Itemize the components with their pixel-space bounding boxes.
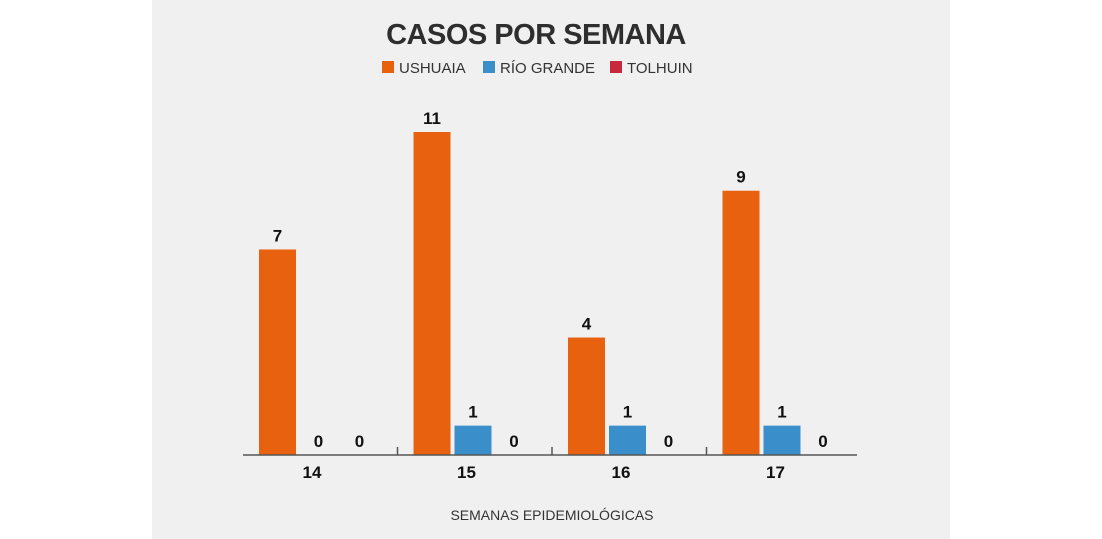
legend-label: TOLHUIN bbox=[627, 60, 693, 77]
legend-swatch bbox=[382, 61, 394, 73]
legend-label: RÍO GRANDE bbox=[500, 60, 595, 77]
data-label: 9 bbox=[736, 168, 745, 187]
bar bbox=[609, 425, 646, 455]
legend-swatch bbox=[610, 61, 622, 73]
bar bbox=[722, 190, 760, 455]
data-label: 1 bbox=[468, 403, 477, 422]
chart-title: CASOS POR SEMANA bbox=[386, 19, 686, 51]
bar bbox=[259, 249, 296, 455]
data-label: 0 bbox=[509, 432, 518, 451]
bar bbox=[454, 425, 492, 455]
x-tick-label: 15 bbox=[457, 463, 476, 482]
data-label: 1 bbox=[777, 403, 786, 422]
data-label: 7 bbox=[273, 226, 282, 245]
bar bbox=[413, 132, 451, 455]
data-label: 0 bbox=[664, 432, 673, 451]
legend-label: USHUAIA bbox=[399, 60, 466, 77]
data-label: 0 bbox=[314, 432, 323, 451]
data-label: 0 bbox=[355, 432, 364, 451]
bar bbox=[568, 337, 605, 455]
data-label: 0 bbox=[818, 432, 827, 451]
bar bbox=[763, 425, 801, 455]
legend: USHUAIA RÍO GRANDE TOLHUIN bbox=[382, 60, 693, 77]
x-tick-label: 14 bbox=[303, 463, 322, 482]
data-label: 11 bbox=[423, 109, 441, 128]
legend-swatch bbox=[483, 61, 495, 73]
data-label: 1 bbox=[623, 403, 632, 422]
x-axis-label: SEMANAS EPIDEMIOLÓGICAS bbox=[450, 507, 653, 523]
data-label: 4 bbox=[582, 315, 592, 334]
x-tick-label: 17 bbox=[766, 463, 785, 482]
x-tick-label: 16 bbox=[612, 463, 631, 482]
